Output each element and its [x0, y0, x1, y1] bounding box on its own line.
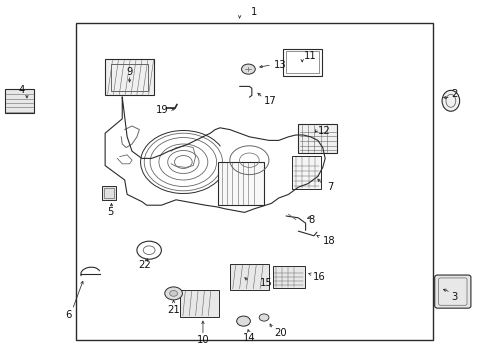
Circle shape: [164, 287, 182, 300]
Bar: [111, 64, 148, 91]
Bar: [285, 51, 318, 73]
Bar: [105, 59, 154, 95]
Circle shape: [236, 316, 250, 326]
Bar: [217, 162, 264, 205]
Text: 10: 10: [196, 335, 209, 345]
Text: 6: 6: [65, 310, 72, 320]
Bar: [298, 124, 337, 153]
Circle shape: [169, 291, 177, 296]
Bar: [292, 156, 320, 189]
Bar: [180, 290, 219, 317]
Bar: [102, 186, 116, 200]
Circle shape: [259, 314, 268, 321]
Text: 11: 11: [304, 51, 316, 61]
Text: 14: 14: [243, 333, 255, 343]
Bar: [5, 89, 34, 113]
Text: 13: 13: [273, 60, 286, 70]
Text: 21: 21: [167, 305, 180, 315]
Text: 20: 20: [273, 328, 286, 338]
Text: 15: 15: [260, 278, 272, 288]
Ellipse shape: [441, 90, 459, 111]
Bar: [282, 49, 321, 76]
Bar: [229, 264, 268, 290]
Text: 18: 18: [322, 236, 335, 246]
Circle shape: [241, 64, 255, 74]
Text: 5: 5: [106, 207, 113, 217]
Text: 17: 17: [264, 96, 276, 106]
Bar: [76, 23, 432, 340]
Text: 7: 7: [327, 182, 333, 192]
Text: 22: 22: [138, 260, 150, 270]
Text: 4: 4: [19, 85, 25, 95]
Text: 3: 3: [451, 292, 457, 302]
Text: 16: 16: [312, 272, 325, 282]
Text: 8: 8: [307, 215, 314, 225]
FancyBboxPatch shape: [434, 275, 470, 308]
Text: 12: 12: [317, 126, 330, 136]
Bar: [104, 188, 114, 198]
Text: 2: 2: [450, 89, 457, 99]
Bar: [272, 266, 304, 288]
Text: 19: 19: [156, 105, 168, 115]
Text: 9: 9: [126, 67, 133, 77]
Text: 1: 1: [250, 6, 257, 17]
